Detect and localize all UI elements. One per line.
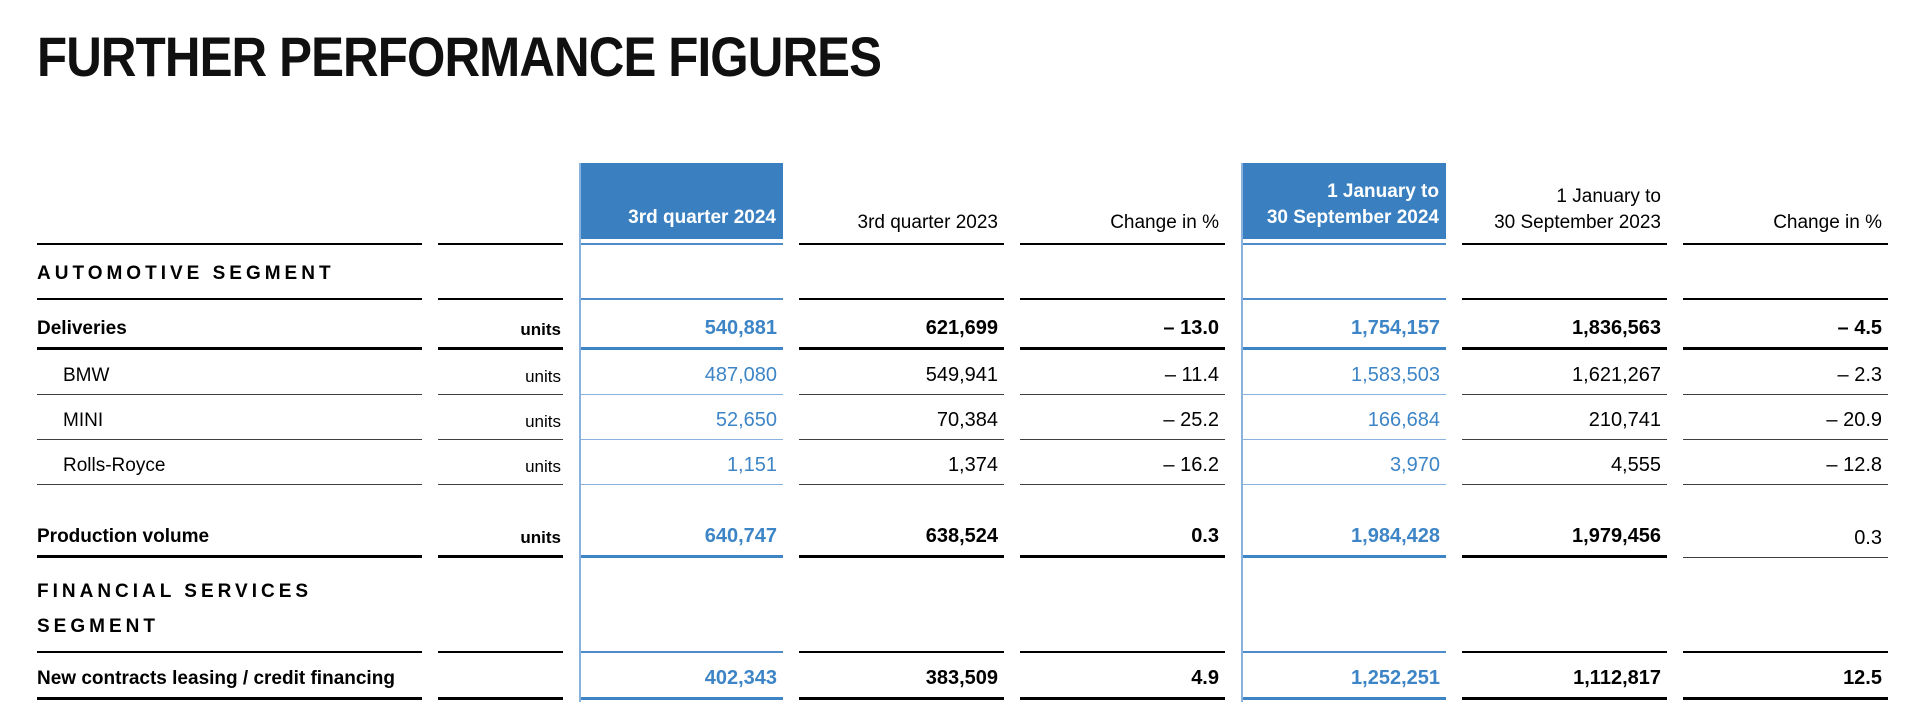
row-label: Production volume [37,513,422,558]
value-ytd-2023: 4,555 [1462,440,1667,485]
value-q3-2023: 549,941 [799,350,1004,395]
empty-cell [579,245,783,300]
header-ytd-2023-line2: 30 September 2023 [1494,212,1661,233]
blue-column-left-border-ytd-2024 [1241,163,1243,702]
value-change-q: – 11.4 [1020,350,1225,395]
value-q3-2023: 383,509 [799,653,1004,700]
empty-cell [1683,558,1888,653]
row-label: Rolls-Royce [37,440,422,485]
value-q3-2024: 640,747 [579,513,783,558]
section-label-line2: SEGMENT [37,616,159,637]
value-change-ytd: – 4.5 [1683,300,1888,350]
header-q3-2024-label: 3rd quarter 2024 [628,207,776,228]
header-q3-2023-label: 3rd quarter 2023 [799,163,1004,245]
row-units: units [438,395,563,440]
header-ytd-2023-line1: 1 January to [1556,186,1661,207]
table-row-production-volume: Production volume units 640,747 638,524 … [37,513,1888,558]
value-ytd-2023: 1,836,563 [1462,300,1667,350]
row-label: MINI [37,395,422,440]
header-ytd-2024-line2: 30 September 2024 [1266,207,1439,228]
value-q3-2023: 621,699 [799,300,1004,350]
empty-cell [1020,558,1225,653]
value-change-q: – 25.2 [1020,395,1225,440]
value-change-ytd: – 12.8 [1683,440,1888,485]
section-label-line1: FINANCIAL SERVICES [37,581,313,602]
header-ytd-2024-line1: 1 January to [1327,181,1439,202]
row-label: Deliveries [37,300,422,350]
row-label: BMW [37,350,422,395]
value-change-ytd: – 2.3 [1683,350,1888,395]
value-ytd-2023: 1,112,817 [1462,653,1667,700]
empty-cell [1020,245,1225,300]
value-ytd-2024: 1,754,157 [1241,300,1446,350]
value-q3-2023: 70,384 [799,395,1004,440]
value-change-q: – 16.2 [1020,440,1225,485]
table-row-bmw: BMW units 487,080 549,941 – 11.4 1,583,5… [37,350,1888,395]
table-row-deliveries: Deliveries units 540,881 621,699 – 13.0 … [37,300,1888,350]
value-change-q: 0.3 [1020,513,1225,558]
value-ytd-2024: 1,984,428 [1241,513,1446,558]
value-ytd-2024: 166,684 [1241,395,1446,440]
highlight-box-q3-2024: 3rd quarter 2024 [579,163,783,239]
value-q3-2024: 1,151 [579,440,783,485]
value-q3-2024: 402,343 [579,653,783,700]
row-units: units [438,350,563,395]
value-ytd-2023: 210,741 [1462,395,1667,440]
header-change-q-label: Change in % [1020,163,1225,245]
row-units [438,653,563,700]
empty-cell [799,558,1004,653]
row-label: New contracts leasing / credit financing [37,653,422,700]
section-row-automotive: AUTOMOTIVE SEGMENT [37,245,1888,300]
blue-column-left-border-q3-2024 [579,163,581,702]
row-units: units [438,513,563,558]
value-q3-2024: 540,881 [579,300,783,350]
value-change-ytd: 0.3 [1683,513,1888,558]
header-ytd-2023-label: 1 January to 30 September 2023 [1462,163,1667,245]
row-units: units [438,300,563,350]
value-q3-2023: 638,524 [799,513,1004,558]
empty-cell [1462,558,1667,653]
highlight-box-ytd-2024: 1 January to 30 September 2024 [1241,163,1446,239]
value-ytd-2023: 1,621,267 [1462,350,1667,395]
value-change-q: 4.9 [1020,653,1225,700]
value-ytd-2023: 1,979,456 [1462,513,1667,558]
section-label-automotive: AUTOMOTIVE SEGMENT [37,245,422,300]
table-row-new-contracts: New contracts leasing / credit financing… [37,653,1888,700]
value-q3-2024: 52,650 [579,395,783,440]
value-change-ytd: 12.5 [1683,653,1888,700]
header-q3-2024-cell: 3rd quarter 2024 [579,163,783,245]
value-q3-2023: 1,374 [799,440,1004,485]
value-q3-2024: 487,080 [579,350,783,395]
table-header-row: 3rd quarter 2024 3rd quarter 2023 Change… [37,163,1888,245]
header-units-column [438,163,563,245]
table-row-rolls-royce: Rolls-Royce units 1,151 1,374 – 16.2 3,9… [37,440,1888,485]
empty-cell [1241,245,1446,300]
value-ytd-2024: 3,970 [1241,440,1446,485]
page-title: FURTHER PERFORMANCE FIGURES [37,25,882,88]
header-label-column [37,163,422,245]
empty-cell [799,245,1004,300]
header-ytd-2024-cell: 1 January to 30 September 2024 [1241,163,1446,245]
spacer-row [37,485,1888,513]
value-ytd-2024: 1,252,251 [1241,653,1446,700]
section-row-financial-services: FINANCIAL SERVICES SEGMENT [37,558,1888,653]
value-change-ytd: – 20.9 [1683,395,1888,440]
performance-figures-table: 3rd quarter 2024 3rd quarter 2023 Change… [37,163,1888,702]
table-row-mini: MINI units 52,650 70,384 – 25.2 166,684 … [37,395,1888,440]
empty-cell [438,245,563,300]
section-label-financial-services: FINANCIAL SERVICES SEGMENT [37,558,422,653]
value-change-q: – 13.0 [1020,300,1225,350]
empty-cell [1683,245,1888,300]
row-units: units [438,440,563,485]
empty-cell [1241,558,1446,653]
header-change-ytd-label: Change in % [1683,163,1888,245]
value-ytd-2024: 1,583,503 [1241,350,1446,395]
empty-cell [1462,245,1667,300]
empty-cell [438,558,563,653]
empty-cell [579,558,783,653]
